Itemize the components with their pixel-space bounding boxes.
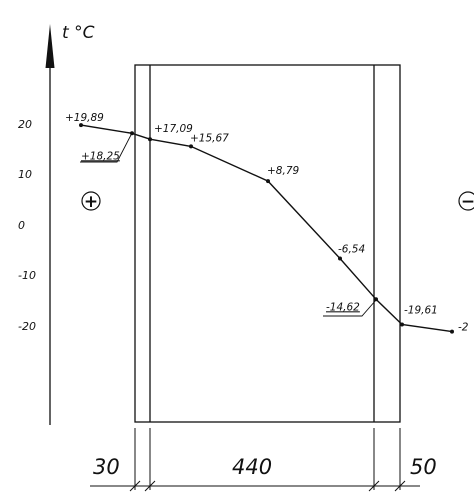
dimension-outer-layer: 50 xyxy=(410,455,437,479)
temperature-point xyxy=(450,329,454,334)
y-axis-title: t °C xyxy=(62,23,95,43)
temperature-point xyxy=(374,297,378,302)
tick-label: 20 xyxy=(18,118,32,131)
dimension-core-layer: 440 xyxy=(232,455,272,479)
temperature-label: +15,67 xyxy=(190,132,229,144)
temperature-point xyxy=(266,179,270,184)
temperature-point xyxy=(338,256,342,261)
leader-line xyxy=(323,299,377,317)
minus-sign: − xyxy=(458,191,474,212)
tick-label: 0 xyxy=(18,219,25,232)
tick-label: -10 xyxy=(18,269,36,282)
temperature-point xyxy=(189,144,193,149)
dimension-lines xyxy=(90,428,420,492)
wall-outline xyxy=(134,64,401,423)
temperature-label: -19,61 xyxy=(404,305,438,317)
temperature-label: +8,79 xyxy=(267,165,299,177)
minus-sign-circle xyxy=(458,191,474,211)
temperature-label: +17,09 xyxy=(154,123,193,135)
temperature-point xyxy=(79,123,83,128)
tick-mark xyxy=(129,480,141,492)
plus-sign: + xyxy=(81,191,101,212)
minus-sign-text: − xyxy=(461,192,474,212)
leader-line xyxy=(80,132,133,163)
temperature-points: +19,89 +18,25 +17,09+15,67 +8,79 -6,54 -14,62… xyxy=(65,112,469,334)
temperature-label: +18,25 xyxy=(81,150,120,162)
tick-mark xyxy=(394,480,406,492)
plus-sign-circle xyxy=(81,191,101,211)
temperature-line xyxy=(80,124,453,333)
temperature-point xyxy=(400,322,404,327)
y-tick-labels: 20 10 0 -10 -20 xyxy=(18,118,36,333)
tick-mark xyxy=(144,480,156,492)
tick-mark xyxy=(368,480,380,492)
plus-sign-text: + xyxy=(84,192,98,212)
temperature-label: -2 xyxy=(458,322,469,334)
tick-label: 10 xyxy=(18,168,32,181)
y-axis-arrow xyxy=(45,24,55,68)
dimension-inner-layer: 30 xyxy=(93,455,120,479)
wall-section xyxy=(134,64,401,423)
temperature-label: +19,89 xyxy=(65,112,104,124)
temperature-label: -6,54 xyxy=(338,244,365,256)
temperature-label: -14,62 xyxy=(326,301,360,313)
leader-lines xyxy=(80,132,377,317)
temperature-point xyxy=(148,137,152,142)
tick-label: -20 xyxy=(18,320,36,333)
